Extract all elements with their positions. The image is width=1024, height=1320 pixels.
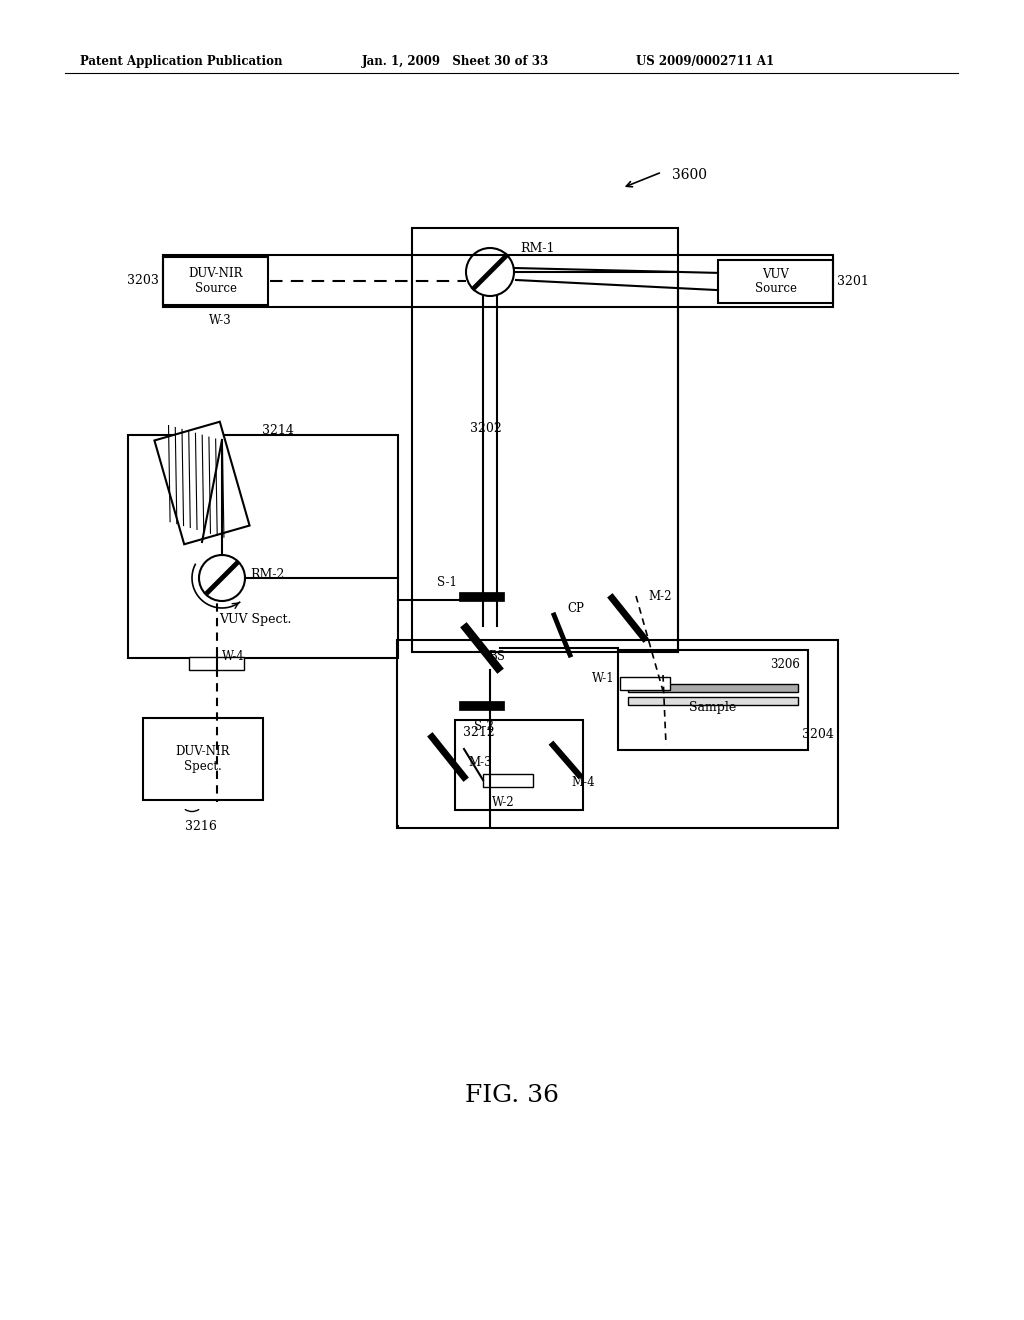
Bar [628, 684, 798, 692]
Text: Sample: Sample [689, 701, 736, 714]
Bar [143, 718, 263, 800]
Text: DUV-NIR
Source: DUV-NIR Source [188, 267, 243, 294]
Text: CP: CP [567, 602, 584, 615]
Text: Jan. 1, 2009   Sheet 30 of 33: Jan. 1, 2009 Sheet 30 of 33 [362, 55, 549, 69]
Text: 3600: 3600 [672, 168, 707, 182]
Circle shape [199, 554, 245, 601]
Text: 3214: 3214 [262, 425, 294, 437]
Bar [128, 436, 398, 657]
Text: S-1: S-1 [437, 576, 457, 589]
Text: 3202: 3202 [470, 421, 502, 434]
Bar [718, 260, 833, 304]
Text: W-1: W-1 [592, 672, 615, 685]
Text: RM-1: RM-1 [520, 242, 555, 255]
Circle shape [466, 248, 514, 296]
Bar [412, 228, 678, 652]
Text: W-3: W-3 [209, 314, 231, 327]
Bar [618, 649, 808, 750]
Bar [620, 677, 670, 690]
Text: M-3: M-3 [468, 755, 492, 768]
Text: 3212: 3212 [463, 726, 495, 739]
Text: 3204: 3204 [802, 727, 834, 741]
Polygon shape [155, 421, 250, 544]
Text: M-4: M-4 [571, 776, 595, 788]
Bar [628, 697, 798, 705]
Bar [483, 774, 534, 787]
Text: FIG. 36: FIG. 36 [465, 1084, 559, 1106]
Text: M-2: M-2 [648, 590, 672, 602]
Text: BS: BS [488, 649, 505, 663]
Text: 3203: 3203 [127, 275, 159, 288]
Text: DUV-NIR
Spect.: DUV-NIR Spect. [176, 744, 230, 774]
Text: VUV
Source: VUV Source [755, 268, 797, 296]
Bar [397, 640, 838, 828]
Text: 3216: 3216 [185, 821, 217, 833]
Text: S-2: S-2 [474, 719, 494, 733]
Text: Patent Application Publication: Patent Application Publication [80, 55, 283, 69]
Text: VUV Spect.: VUV Spect. [219, 614, 291, 627]
Text: W-2: W-2 [492, 796, 514, 808]
Bar [163, 257, 268, 305]
Bar [163, 255, 833, 308]
Text: US 2009/0002711 A1: US 2009/0002711 A1 [636, 55, 774, 69]
Text: 3206: 3206 [770, 657, 800, 671]
Text: 3201: 3201 [837, 275, 869, 288]
Text: W-4: W-4 [222, 649, 245, 663]
Bar [455, 719, 583, 810]
Bar [189, 657, 244, 671]
Text: RM-2: RM-2 [250, 569, 285, 582]
